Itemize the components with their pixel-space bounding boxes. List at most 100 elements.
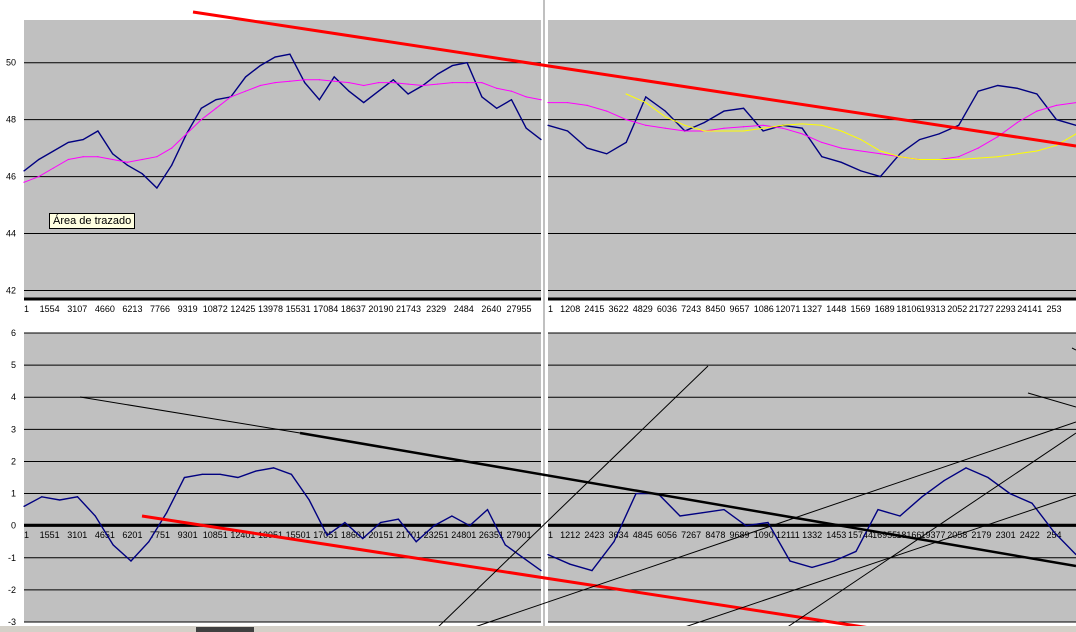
series-point — [348, 82, 350, 84]
series-point — [586, 147, 588, 149]
series-point — [566, 101, 569, 104]
series-point — [23, 181, 25, 183]
series-point — [613, 541, 615, 543]
series-point — [762, 124, 764, 126]
series-point — [918, 138, 921, 141]
series-point — [200, 107, 202, 109]
series-point — [997, 84, 999, 87]
x-tick-label: 15744 — [848, 530, 873, 540]
series-point — [943, 480, 945, 482]
x-tick-label: 7243 — [681, 304, 701, 314]
series-point — [200, 119, 202, 121]
series-point — [510, 99, 513, 101]
series-point — [1053, 531, 1055, 533]
x-tick-label: 1090 — [754, 530, 774, 540]
series-point — [782, 124, 784, 126]
series-point — [921, 496, 923, 498]
series-point — [801, 127, 803, 129]
x-tick-label: 1332 — [802, 530, 822, 540]
series-point — [899, 153, 901, 155]
x-tick-label: 2301 — [996, 530, 1016, 540]
y-tick-label: -3 — [8, 617, 16, 627]
series-point — [1016, 121, 1018, 124]
series-point — [855, 550, 857, 552]
series-point — [879, 153, 882, 155]
x-tick-label: 1689 — [875, 304, 895, 314]
x-tick-label: 1212 — [560, 530, 580, 540]
x-tick-label: 1 — [548, 530, 553, 540]
series-point — [415, 541, 417, 543]
series-point — [879, 175, 882, 178]
series-point — [392, 82, 394, 84]
series-point — [860, 150, 862, 152]
series-point — [259, 64, 261, 67]
trendline-diagonal-3 — [669, 494, 1076, 632]
series-point — [811, 566, 813, 569]
series-point — [1036, 110, 1038, 112]
series-point — [547, 124, 549, 126]
y-tick-label: 3 — [11, 424, 16, 434]
x-tick-label: 20190 — [368, 304, 393, 314]
series-point — [141, 173, 143, 175]
series-point — [82, 138, 84, 141]
trendline-diagonal-4 — [779, 432, 1076, 632]
series-point — [183, 476, 186, 479]
plot-area-3 — [24, 333, 541, 622]
x-tick-label: 24801 — [451, 530, 476, 540]
series-point — [52, 150, 55, 152]
trendline-thick-black — [299, 431, 1076, 568]
series-point — [525, 127, 527, 129]
series-point — [274, 56, 276, 58]
x-tick-label: 20151 — [368, 530, 393, 540]
series-point — [496, 107, 498, 109]
series-point — [466, 62, 468, 64]
plot-area-1 — [24, 20, 541, 299]
series-point — [801, 133, 803, 135]
series-point — [723, 127, 725, 129]
x-tick-label: 1554 — [40, 304, 60, 314]
series-point — [801, 123, 803, 125]
series-point — [362, 537, 364, 540]
x-tick-label: 27901 — [506, 530, 531, 540]
series-point — [742, 107, 745, 109]
series-point — [344, 521, 346, 524]
y-tick-label: 42 — [6, 285, 16, 295]
series-point — [308, 499, 310, 501]
x-tick-label: 6056 — [657, 530, 677, 540]
series-point — [958, 124, 960, 126]
x-tick-label: 4651 — [95, 530, 115, 540]
series-point — [569, 563, 571, 565]
series-point — [451, 82, 453, 84]
series-point — [290, 473, 293, 475]
series-point — [469, 525, 471, 527]
y-tick-label: 5 — [11, 360, 16, 370]
series-point — [860, 170, 862, 172]
series-point — [171, 147, 173, 149]
series-point — [762, 127, 764, 129]
series-point — [130, 560, 132, 562]
series-point — [1031, 502, 1033, 504]
x-tick-label: 18166 — [896, 530, 921, 540]
series-point — [635, 492, 637, 495]
series-point — [606, 110, 608, 112]
series-point — [407, 83, 409, 85]
y-tick-label: 46 — [6, 172, 16, 182]
series-point — [703, 130, 706, 132]
series-point — [625, 141, 627, 144]
series-point — [547, 553, 549, 556]
x-tick-label: 3634 — [609, 530, 629, 540]
series-point — [821, 141, 823, 144]
series-point — [645, 96, 647, 98]
series-point — [684, 130, 686, 132]
x-tick-label: 9657 — [730, 304, 750, 314]
series-point — [148, 541, 150, 543]
series-point — [723, 509, 725, 511]
series-point — [625, 93, 627, 95]
series-point — [566, 130, 569, 132]
series-point — [958, 156, 960, 158]
series-point — [645, 124, 647, 126]
series-point — [466, 82, 468, 84]
series-point — [377, 82, 380, 84]
series-point — [451, 515, 453, 517]
series-point — [289, 80, 291, 82]
